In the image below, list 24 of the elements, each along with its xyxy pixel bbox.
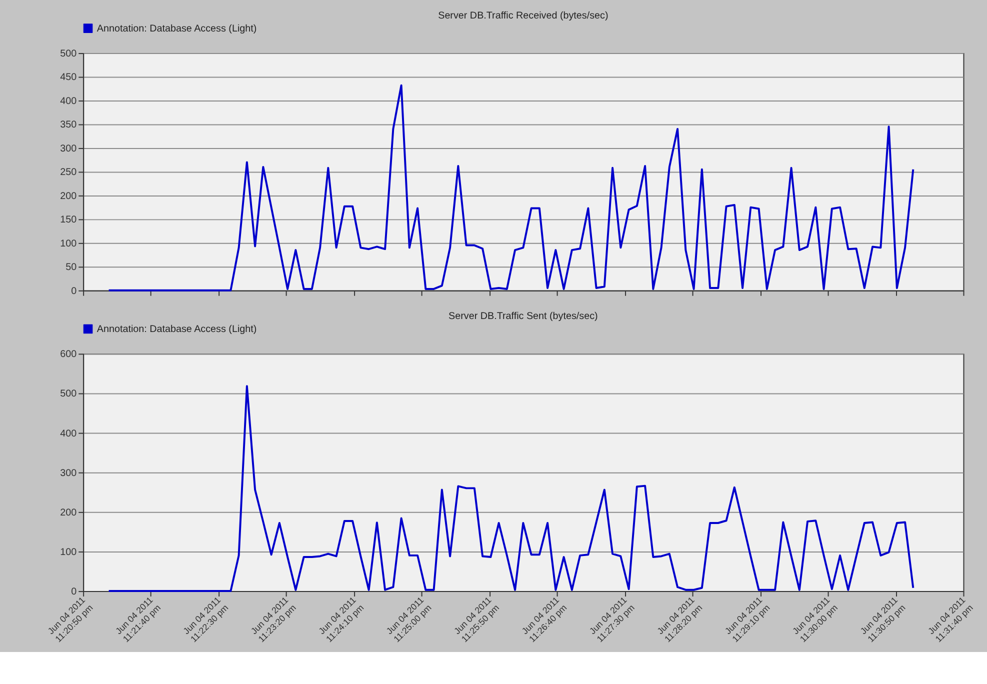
chart-title: Server DB.Traffic Sent (bytes/sec) — [448, 311, 598, 322]
y-tick-label: 350 — [60, 120, 78, 131]
y-tick-label: 500 — [60, 48, 78, 60]
y-tick-label: 400 — [60, 96, 78, 107]
y-tick-label: 100 — [60, 546, 78, 558]
y-tick-label: 50 — [66, 262, 78, 274]
y-tick-label: 300 — [60, 468, 78, 479]
y-tick-label: 0 — [71, 586, 78, 598]
y-tick-label: 400 — [60, 428, 78, 440]
y-tick-label: 0 — [71, 286, 78, 297]
y-tick-label: 250 — [60, 167, 78, 178]
line-series — [108, 84, 914, 292]
legend-label: Annotation: Database Access (Light) — [96, 23, 257, 34]
y-tick-label: 100 — [60, 238, 78, 250]
line-series — [108, 385, 914, 592]
y-tick-label: 200 — [60, 507, 78, 518]
y-tick-label: 450 — [60, 72, 78, 84]
y-tick-label: 300 — [60, 143, 78, 154]
legend-label: Annotation: Database Access (Light) — [96, 324, 257, 335]
y-tick-label: 200 — [60, 190, 78, 202]
y-tick-label: 600 — [60, 349, 78, 360]
y-tick-label: 500 — [60, 388, 78, 400]
y-tick-label: 150 — [60, 214, 78, 226]
chart-title: Server DB.Traffic Received (bytes/sec) — [438, 10, 608, 22]
